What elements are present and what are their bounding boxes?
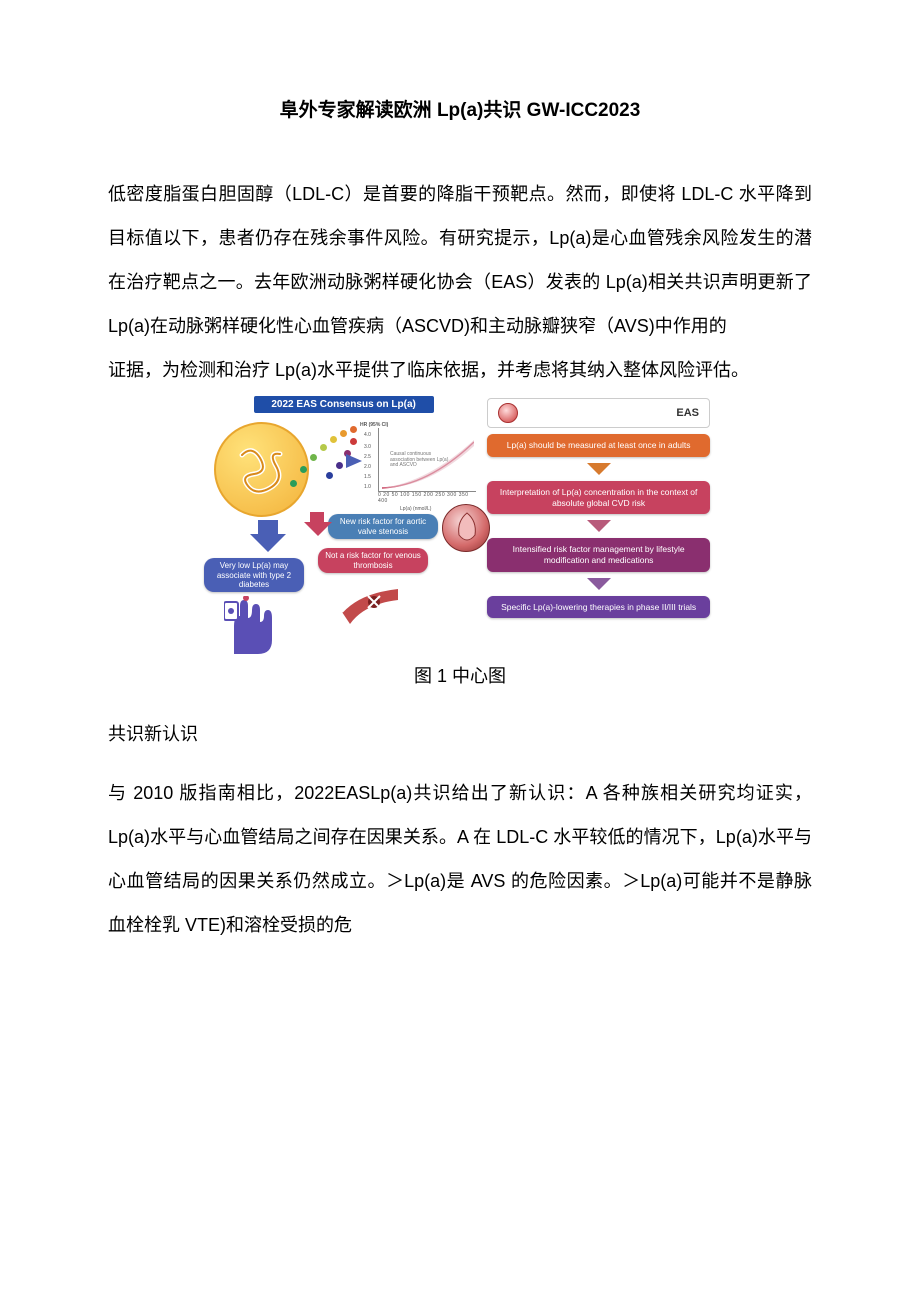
section-heading: 共识新认识 [108,712,812,756]
arrow-right-icon [306,452,362,470]
page-title: 阜外专家解读欧洲 Lp(a)共识 GW-ICC2023 [108,95,812,122]
chart-xticks: 0 20 50 100 150 200 250 300 350 400 [378,492,478,504]
step-arrow-icon [587,578,611,590]
ytick: 3.0 [364,444,371,450]
figure-wrapper: 2022 EAS Consensus on Lp(a) [108,396,812,656]
pill-vte: Not a risk factor for venous thrombosis [318,548,428,572]
arrow-tail [258,520,278,534]
paragraph-body: 与 2010 版指南相比，2022EASLp(a)共识给出了新认识：A 各种族相… [108,771,812,947]
glucometer-hand-icon [224,596,274,656]
step-arrow-icon [587,520,611,532]
aortic-valve-icon [442,504,490,552]
eas-header-label: EAS [676,407,699,419]
chart-xunit: Lp(a) (nmol/L) [400,506,431,512]
figure-right-panel: EAS Lp(a) should be measured at least on… [487,396,710,656]
vessel-thrombus-icon [340,582,400,626]
eas-header: EAS [487,398,710,428]
arrow-down-blue-icon [250,534,286,552]
chart-ylabel: HR (95% CI) [360,422,388,428]
step-box-2: Interpretation of Lp(a) concentration in… [487,481,710,514]
arrow-tail [310,512,324,522]
apo-squiggle-icon [232,440,292,500]
figure-caption: 图 1 中心图 [108,662,812,688]
step-box-4: Specific Lp(a)-lowering therapies in pha… [487,596,710,619]
ytick: 2.5 [364,454,371,460]
ytick: 1.0 [364,484,371,490]
step-box-3: Intensified risk factor management by li… [487,538,710,571]
ytick: 1.5 [364,474,371,480]
step-arrow-icon [587,463,611,475]
chart-risk-line [382,440,474,490]
pill-t2d: Very low Lp(a) may associate with type 2… [204,558,304,592]
figure-left-panel: 2022 EAS Consensus on Lp(a) [210,396,477,656]
figure-banner: 2022 EAS Consensus on Lp(a) [254,396,434,413]
ytick: 4.0 [364,432,371,438]
chart-axis-y [378,428,379,492]
arrow-down-red-icon [304,522,332,536]
paragraph-intro-b: 证据，为检测和治疗 Lp(a)水平提供了临床依据，并考虑将其纳入整体风险评估。 [108,348,812,392]
pill-avs: New risk factor for aortic valve stenosi… [328,514,438,538]
ytick: 2.0 [364,464,371,470]
central-figure: 2022 EAS Consensus on Lp(a) [210,396,710,656]
eas-logo-icon [498,403,518,423]
hr-risk-chart: HR (95% CI) 4.0 3.0 2.5 2.0 1.5 1.0 Caus… [360,424,480,506]
paragraph-intro-a: 低密度脂蛋白胆固醇（LDL-C）是首要的降脂干预靶点。然而，即使将 LDL-C … [108,172,812,348]
step-box-1: Lp(a) should be measured at least once i… [487,434,710,457]
